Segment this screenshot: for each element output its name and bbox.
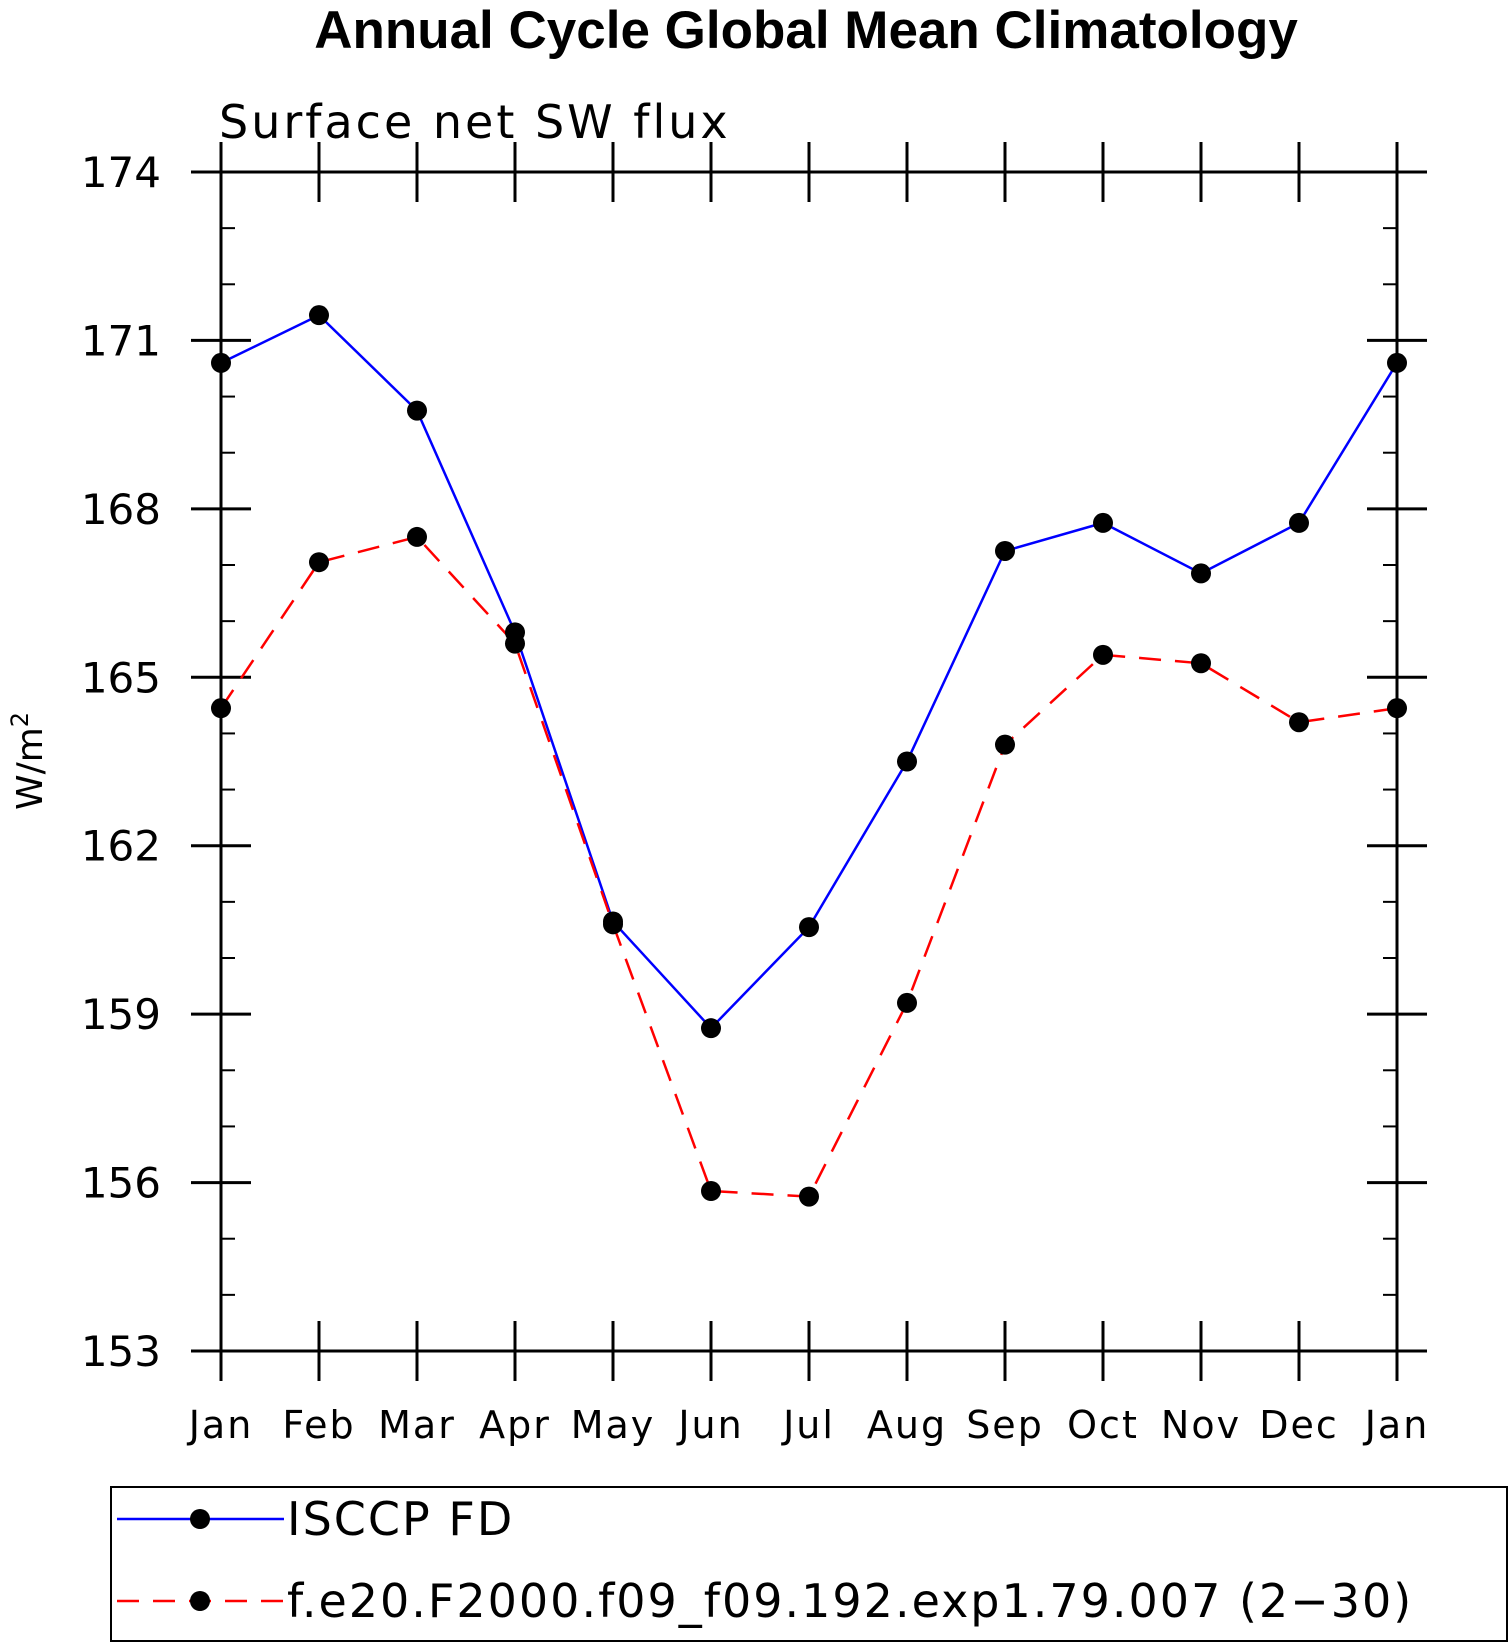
series-2-point <box>407 526 427 547</box>
y-tick-label: 162 <box>81 822 161 871</box>
x-tick-label: Oct <box>1067 1403 1139 1447</box>
series-1-point <box>701 1018 721 1039</box>
x-tick-label: Sep <box>966 1403 1044 1447</box>
series-2-point <box>505 633 525 654</box>
x-tick-label: Aug <box>867 1403 947 1447</box>
x-tick-label: Mar <box>378 1403 456 1447</box>
y-tick-label: 153 <box>81 1327 161 1376</box>
legend-label-2: f.e20.F2000.f09_f09.192.exp1.79.007 (2−3… <box>287 1574 1413 1628</box>
series-2-point <box>1191 653 1211 674</box>
y-axis: 153 156 159 162 165 168 171 174 <box>81 148 1427 1376</box>
series-1-point <box>799 917 819 938</box>
legend-box <box>110 1486 1508 1642</box>
plot-frame <box>219 170 1399 1353</box>
series-2-point <box>603 914 623 935</box>
x-tick-label: Jun <box>676 1403 743 1447</box>
series-1-point <box>1093 512 1113 533</box>
series-1-point <box>1191 563 1211 584</box>
series-2-point <box>211 698 231 719</box>
series-line-2 <box>219 535 1398 1198</box>
x-axis: Jan Feb Mar Apr May Jun Jul Aug Sep Oct Nov Dec Jan <box>187 142 1430 1447</box>
x-tick-label: May <box>571 1403 656 1447</box>
x-tick-label: Jul <box>781 1403 835 1447</box>
series-1-point <box>407 400 427 421</box>
y-tick-label: 171 <box>81 316 161 365</box>
x-tick-label: Jan <box>1363 1403 1430 1447</box>
series-2-point <box>1387 698 1407 719</box>
series-1-point <box>211 352 231 373</box>
legend-marker-2 <box>190 1591 210 1611</box>
series-2-point <box>701 1180 721 1201</box>
x-tick-label: Apr <box>479 1403 551 1447</box>
series-2-point <box>1093 644 1113 665</box>
y-tick-label: 156 <box>81 1159 161 1208</box>
chart-subtitle: Surface net SW flux <box>219 95 731 149</box>
series-1-point <box>1387 352 1407 373</box>
chart-title: Annual Cycle Global Mean Climatology <box>314 1 1298 60</box>
series-2-point <box>309 552 329 573</box>
legend-marker-1 <box>190 1509 210 1529</box>
x-tick-label: Nov <box>1161 1403 1241 1447</box>
y-axis-label-main: W/m <box>10 727 51 810</box>
series-2-point <box>799 1186 819 1207</box>
legend-label-1: ISCCP FD <box>287 1492 514 1546</box>
series-1-point <box>309 305 329 326</box>
x-tick-label: Dec <box>1259 1403 1339 1447</box>
series-1-point <box>897 751 917 772</box>
series-2-point <box>995 734 1015 755</box>
y-tick-label: 174 <box>81 148 161 197</box>
series-1-point <box>1289 512 1309 533</box>
series-2-point <box>1289 712 1309 733</box>
legend: ISCCP FD f.e20.F2000.f09_f09.192.exp1.79.… <box>117 1492 1413 1628</box>
x-tick-label: Jan <box>187 1403 254 1447</box>
x-tick-label: Feb <box>282 1403 355 1447</box>
y-tick-label: 168 <box>81 485 161 534</box>
y-tick-label: 165 <box>81 653 161 702</box>
y-tick-label: 159 <box>81 990 161 1039</box>
plot-series <box>211 305 1407 1207</box>
y-axis-label: W/m2 <box>6 712 51 810</box>
series-2-point <box>897 992 917 1013</box>
y-axis-label-superscript: 2 <box>6 712 34 727</box>
series-1-point <box>995 540 1015 561</box>
